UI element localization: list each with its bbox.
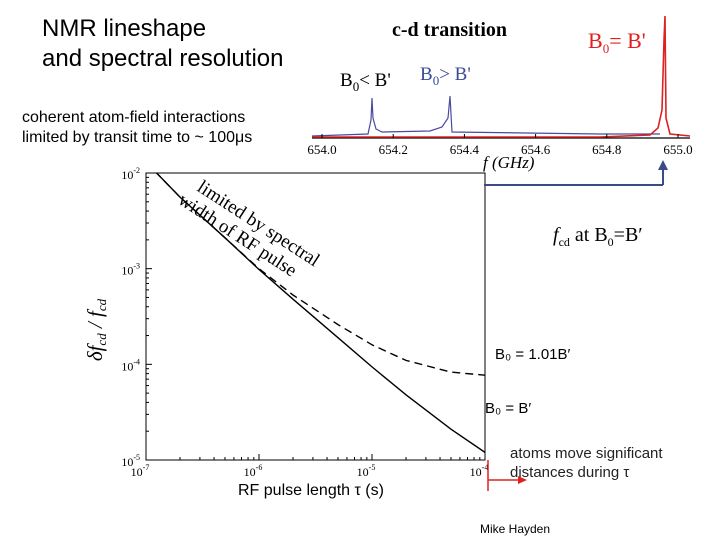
fcd-sub0: 0 <box>607 235 614 249</box>
y-tick-label: 10-4 <box>121 357 140 373</box>
arrow-to-peak <box>484 160 668 186</box>
slide-title: NMR lineshape and spectral resolution <box>42 14 283 74</box>
legend-b-equal-text: B0= B' <box>588 28 646 56</box>
legend-b-greater-text: B0> B' <box>420 64 471 88</box>
spectrum-xlabel-text: f (GHz) <box>483 153 535 172</box>
fcd-at: at B <box>569 224 608 246</box>
b-ratio-label: B₀ = 1.01B′ <box>495 346 571 363</box>
limited-annotation: limited by spectral width of RF pulse <box>174 177 323 282</box>
fcd-symbol: f <box>553 224 559 246</box>
red-trace-series <box>312 15 691 138</box>
fcd-label: fcd at B0=B′ <box>553 224 643 250</box>
legend-b-greater: B0> B' <box>420 64 471 88</box>
loglog-series-group <box>155 173 485 453</box>
spectrum-tick-label: 654.6 <box>521 142 551 157</box>
spectrum-tick-label: 654.0 <box>307 142 336 157</box>
spectrum-tick-label: 655.0 <box>663 142 692 157</box>
spectrum-title: c-d transition <box>392 19 507 41</box>
atoms-line-2: distances during τ <box>510 464 630 481</box>
spectrum-tick-label: 654.2 <box>379 142 408 157</box>
y-tick-label: 10-2 <box>121 166 140 182</box>
b-equal-label: B₀ = B′ <box>485 400 532 417</box>
fcd-tail: =B′ <box>613 224 643 246</box>
spectrum-ticks: 654.0 654.2 654.4 654.6 654.8 655.0 <box>307 134 693 157</box>
coherent-note: coherent atom-field interactions limited… <box>22 108 252 148</box>
series-dashed-line <box>155 173 485 376</box>
coherent-line-1: coherent atom-field interactions <box>22 109 246 126</box>
loglog-xlabel: RF pulse length τ (s) <box>238 482 384 499</box>
title-line-2: and spectral resolution <box>42 45 284 72</box>
spectrum-xlabel: f (GHz) <box>483 153 535 172</box>
spectrum-tick-label: 654.8 <box>592 142 621 157</box>
x-tick-label: 10-7 <box>131 463 150 479</box>
loglog-ticks: 10-7 10-6 10-5 10-410-510-410-310-2 <box>121 166 488 479</box>
loglog-ylabel: δfcd / fcd <box>83 298 109 361</box>
loglog-frame <box>145 172 486 461</box>
coherent-line-2: limited by transit time to ~ 100μs <box>22 129 253 146</box>
legend-b-equal: B0= B' <box>588 28 646 56</box>
y-tick-label: 10-3 <box>121 262 140 278</box>
atoms-line-1: atoms move significant <box>510 445 663 462</box>
x-tick-label: 10-6 <box>244 463 263 479</box>
tau-arrow <box>487 460 527 491</box>
atoms-note: atoms move significant distances during … <box>510 444 663 482</box>
loglog-chart: 10-7 10-6 10-5 10-410-510-410-310-2 δfcd / … <box>83 166 488 479</box>
spectrum-tick-label: 654.4 <box>450 142 480 157</box>
legend-b-less-text: B0< B' <box>340 70 391 94</box>
x-tick-label: 10-5 <box>357 463 376 479</box>
author-credit: Mike Hayden <box>480 522 551 536</box>
title-line-1: NMR lineshape <box>42 15 207 42</box>
fcd-sub: cd <box>558 235 570 249</box>
x-tick-label: 10-4 <box>470 463 489 479</box>
spectrum-chart: c-d transition B0= B' B0< B' B0> B' 654.… <box>307 15 693 172</box>
legend-b-less: B0< B' <box>340 70 391 94</box>
blue-trace-series <box>311 95 660 137</box>
